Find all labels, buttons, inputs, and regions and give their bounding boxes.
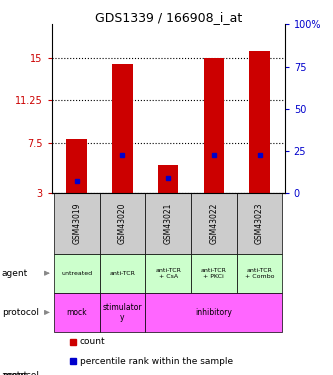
- Bar: [100, 193, 145, 254]
- Bar: [237, 254, 282, 293]
- Bar: [191, 193, 237, 254]
- Bar: [112, 64, 133, 193]
- Bar: [145, 254, 191, 293]
- Text: GSM43023: GSM43023: [255, 203, 264, 244]
- Text: GSM43020: GSM43020: [118, 203, 127, 244]
- Bar: [145, 293, 282, 332]
- Bar: [67, 139, 87, 193]
- Text: mock: mock: [67, 308, 87, 317]
- Text: GSM43019: GSM43019: [72, 203, 81, 244]
- Text: protocol: protocol: [2, 308, 39, 317]
- Bar: [237, 193, 282, 254]
- Bar: [100, 254, 145, 293]
- Text: percentile rank within the sample: percentile rank within the sample: [80, 357, 233, 366]
- Text: untreated: untreated: [61, 271, 92, 276]
- Bar: [158, 165, 178, 193]
- Bar: [54, 254, 100, 293]
- Text: anti-TCR
+ Combo: anti-TCR + Combo: [245, 268, 274, 279]
- Text: agent: agent: [2, 269, 28, 278]
- Text: count: count: [80, 338, 105, 346]
- Text: GSM43022: GSM43022: [209, 203, 218, 244]
- Text: agent: agent: [2, 370, 28, 375]
- Bar: [54, 193, 100, 254]
- Text: stimulator
y: stimulator y: [103, 303, 142, 322]
- Bar: [249, 51, 270, 193]
- Bar: [100, 293, 145, 332]
- Text: protocol: protocol: [2, 370, 39, 375]
- Text: anti-TCR: anti-TCR: [110, 271, 136, 276]
- Text: anti-TCR
+ CsA: anti-TCR + CsA: [155, 268, 181, 279]
- Text: GSM43021: GSM43021: [164, 203, 173, 244]
- Bar: [54, 293, 100, 332]
- Bar: [191, 254, 237, 293]
- Bar: [145, 193, 191, 254]
- Bar: [203, 58, 224, 193]
- Title: GDS1339 / 166908_i_at: GDS1339 / 166908_i_at: [95, 11, 242, 24]
- Text: inhibitory: inhibitory: [195, 308, 232, 317]
- Text: anti-TCR
+ PKCi: anti-TCR + PKCi: [201, 268, 227, 279]
